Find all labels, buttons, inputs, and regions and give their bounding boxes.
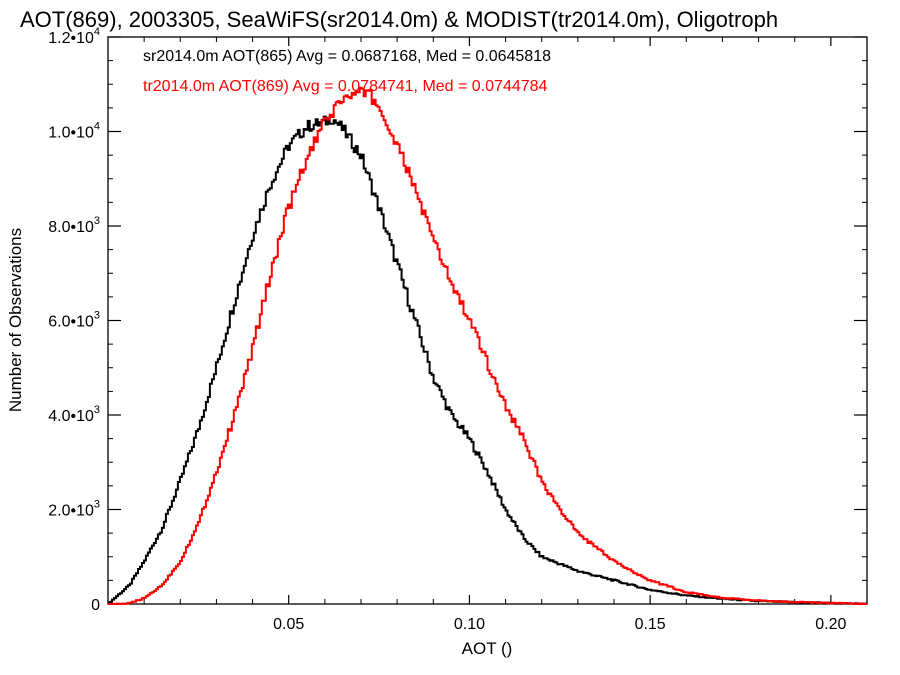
y-tick-label: 1.0•104 <box>48 121 100 142</box>
y-tick-mantissa: 4.0•10 <box>48 408 94 425</box>
y-tick-label: 6.0•103 <box>48 310 100 331</box>
y-tick-mantissa: 8.0•10 <box>48 219 94 236</box>
y-tick-label: 4.0•103 <box>48 404 100 425</box>
y-tick-mantissa: 1.2•10 <box>48 30 94 47</box>
y-tick-mantissa: 0 <box>91 597 100 614</box>
y-tick-exponent: 3 <box>94 215 100 227</box>
y-tick-exponent: 3 <box>94 404 100 416</box>
chart-title: AOT(869), 2003305, SeaWiFS(sr2014.0m) & … <box>20 7 778 32</box>
y-tick-label: 0 <box>91 597 100 614</box>
x-tick-label: 0.15 <box>635 616 666 633</box>
series-layer <box>108 86 867 605</box>
legend-entry-1: sr2014.0m AOT(865) Avg = 0.0687168, Med … <box>143 48 551 65</box>
legend-entry-2: tr2014.0m AOT(869) Avg = 0.0784741, Med … <box>143 78 548 95</box>
y-tick-label: 8.0•103 <box>48 215 100 236</box>
y-tick-label: 1.2•104 <box>48 26 100 47</box>
y-tick-label: 2.0•103 <box>48 499 100 520</box>
y-tick-exponent: 4 <box>94 121 100 133</box>
legend: sr2014.0m AOT(865) Avg = 0.0687168, Med … <box>143 48 551 95</box>
x-tick-label: 0.10 <box>454 616 485 633</box>
y-tick-exponent: 4 <box>94 26 100 38</box>
x-tick-label: 0.05 <box>273 616 304 633</box>
y-axis-label: Number of Observations <box>6 228 25 412</box>
axis-ticks: 0.05 0.10 0.15 0.2002.0•1034.0•1036.0•1038.… <box>48 26 867 633</box>
y-tick-mantissa: 1.0•10 <box>48 125 94 142</box>
plot-frame <box>107 36 868 605</box>
y-tick-mantissa: 6.0•10 <box>48 314 94 331</box>
x-tick-label: 0.20 <box>815 616 846 633</box>
series-line-2 <box>108 86 867 605</box>
y-tick-exponent: 3 <box>94 499 100 511</box>
y-tick-mantissa: 2.0•10 <box>48 503 94 520</box>
x-axis-label: AOT () <box>462 639 513 658</box>
y-tick-exponent: 3 <box>94 310 100 322</box>
